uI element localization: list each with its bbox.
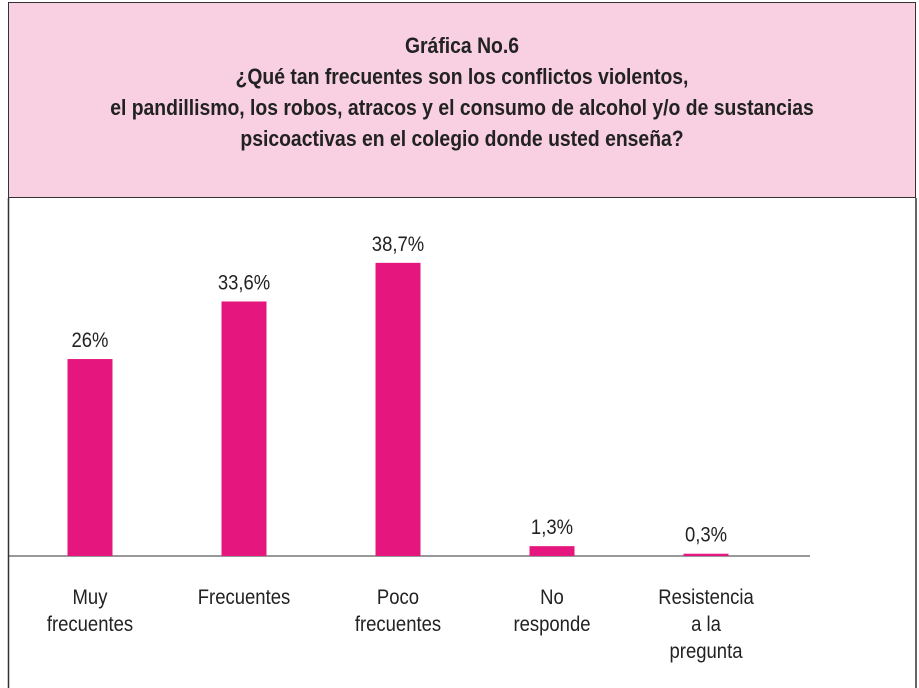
data-label: 0,3% [685,524,727,547]
x-tick-label: Poco frecuentes [354,586,442,636]
x-tick-label: Frecuentes [197,586,291,609]
chart-subtitle: ¿Qué tan frecuentes son los conflictos v… [110,64,814,151]
x-tick-label: Resistencia a la pregunta [658,586,754,663]
bar [221,301,267,556]
bar [375,262,421,556]
data-label: 26% [72,329,109,352]
bar [683,553,729,556]
data-label: 38,7% [372,233,424,256]
x-tick-label: Muy frecuentes [46,586,134,636]
x-tick-label: No responde [513,586,591,636]
header [8,2,916,198]
data-label: 33,6% [218,271,270,294]
bar [67,359,113,556]
data-label: 1,3% [531,516,573,539]
bar [529,546,575,556]
chart-title: Gráfica No.6 [404,33,520,58]
